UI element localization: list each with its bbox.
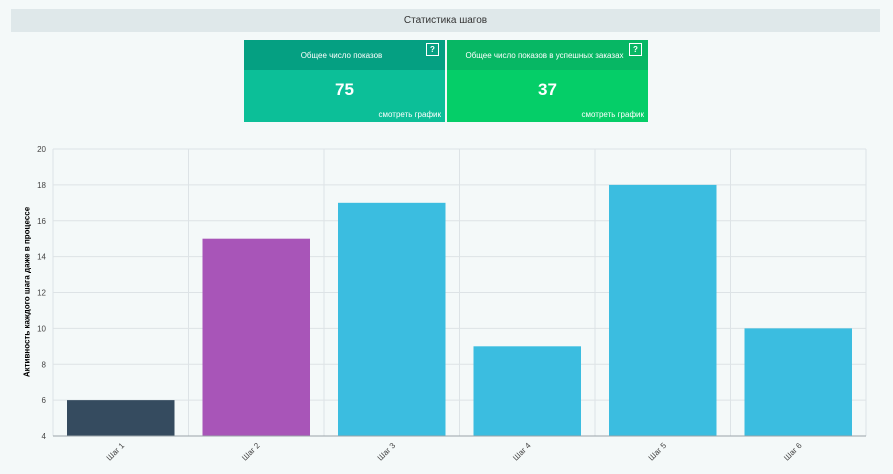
- help-icon[interactable]: ?: [629, 43, 642, 56]
- stat-card-title: Общее число показов в успешных заказах: [465, 50, 624, 60]
- bar: [609, 184, 717, 436]
- bar: [744, 328, 852, 436]
- stat-card-value: 37: [538, 80, 557, 99]
- stat-card-header: Общее число показов: [244, 40, 445, 70]
- bar: [473, 346, 581, 436]
- x-tick-label: Шаг 5: [647, 441, 669, 463]
- y-tick-label: 8: [42, 360, 47, 369]
- page-title: Статистика шагов: [403, 15, 488, 26]
- y-tick-label: 14: [37, 253, 46, 262]
- bar: [202, 238, 310, 436]
- y-axis-label: Активность каждого шага даже в процессе: [22, 206, 32, 378]
- stat-card-successful-views: Общее число показов в успешных заказах ?…: [447, 40, 648, 122]
- y-tick-label: 16: [37, 217, 46, 226]
- y-tick-label: 12: [37, 289, 46, 298]
- x-tick-label: Шаг 3: [376, 441, 398, 463]
- view-chart-link[interactable]: смотреть график: [378, 110, 442, 119]
- y-tick-label: 20: [37, 145, 46, 154]
- y-tick-label: 18: [37, 181, 46, 190]
- stat-card-body: 75 смотреть график: [244, 70, 445, 122]
- stat-card-header: Общее число показов в успешных заказах: [447, 40, 648, 70]
- stat-card-value: 75: [335, 80, 354, 99]
- bar: [338, 202, 446, 436]
- help-icon[interactable]: ?: [426, 43, 439, 56]
- x-tick-label: Шаг 6: [782, 441, 804, 463]
- stat-card-total-views: Общее число показов ? 75 смотреть график: [244, 40, 445, 122]
- x-tick-label: Шаг 1: [105, 441, 127, 463]
- y-tick-label: 10: [37, 324, 46, 333]
- stat-card-body: 37 смотреть график: [447, 70, 648, 122]
- page-header: Статистика шагов: [11, 9, 880, 32]
- y-tick-label: 4: [42, 432, 47, 441]
- bar: [67, 400, 175, 436]
- y-tick-label: 6: [42, 396, 47, 405]
- stat-card-title: Общее число показов: [300, 50, 383, 60]
- x-tick-label: Шаг 4: [511, 441, 533, 463]
- x-tick-label: Шаг 2: [240, 441, 262, 463]
- view-chart-link[interactable]: смотреть график: [581, 110, 645, 119]
